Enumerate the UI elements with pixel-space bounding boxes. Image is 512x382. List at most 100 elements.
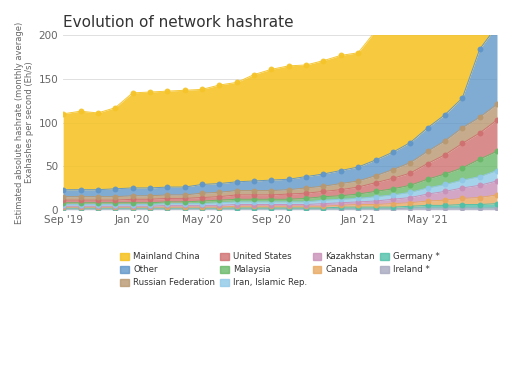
Point [111, 203, 119, 209]
Point [302, 190, 310, 196]
Point [458, 141, 466, 147]
Point [267, 203, 275, 209]
Point [423, 176, 432, 182]
Point [94, 205, 102, 211]
Point [493, 148, 501, 154]
Point [59, 203, 67, 209]
Point [76, 194, 84, 200]
Point [493, 23, 501, 29]
Point [232, 206, 241, 212]
Point [441, 112, 449, 118]
Point [111, 205, 119, 211]
Text: Evolution of network hashrate: Evolution of network hashrate [63, 15, 294, 30]
Point [94, 187, 102, 193]
Point [163, 195, 172, 201]
Point [198, 201, 206, 207]
Point [163, 192, 172, 198]
Point [337, 181, 345, 187]
Point [354, 206, 362, 212]
Point [285, 205, 293, 211]
Point [354, 184, 362, 190]
Point [250, 196, 258, 202]
Point [215, 202, 223, 209]
Point [232, 192, 241, 198]
Point [285, 201, 293, 207]
Point [250, 178, 258, 184]
Point [215, 205, 223, 211]
Point [337, 187, 345, 193]
Point [371, 198, 379, 204]
Point [441, 152, 449, 158]
Point [285, 203, 293, 209]
Point [146, 206, 154, 212]
Point [458, 95, 466, 101]
Point [458, 205, 466, 211]
Point [59, 204, 67, 210]
Point [129, 203, 137, 209]
Point [76, 200, 84, 206]
Point [493, 117, 501, 123]
Point [406, 205, 414, 211]
Point [232, 201, 241, 207]
Point [232, 188, 241, 194]
Point [458, 201, 466, 207]
Point [493, 205, 501, 211]
Point [146, 200, 154, 206]
Point [129, 185, 137, 191]
Point [163, 184, 172, 190]
Point [319, 201, 328, 207]
Point [76, 204, 84, 210]
Point [476, 114, 484, 120]
Point [285, 199, 293, 205]
Point [181, 205, 189, 211]
Point [267, 205, 275, 211]
Point [181, 192, 189, 198]
Point [319, 205, 328, 211]
Point [389, 175, 397, 181]
Point [76, 203, 84, 209]
Point [146, 185, 154, 191]
Point [94, 200, 102, 206]
Point [302, 206, 310, 212]
Point [302, 203, 310, 209]
Point [146, 203, 154, 209]
Point [285, 196, 293, 202]
Point [406, 170, 414, 176]
Point [476, 201, 484, 207]
Point [111, 186, 119, 192]
Point [215, 82, 223, 88]
Point [406, 160, 414, 166]
Point [111, 194, 119, 200]
Point [267, 196, 275, 202]
Point [371, 188, 379, 194]
Point [250, 201, 258, 207]
Point [129, 193, 137, 199]
Point [146, 89, 154, 95]
Point [354, 199, 362, 205]
Point [285, 187, 293, 193]
Point [458, 177, 466, 183]
Point [181, 201, 189, 207]
Point [163, 199, 172, 205]
Point [337, 202, 345, 209]
Point [285, 63, 293, 69]
Point [406, 139, 414, 146]
Point [181, 206, 189, 212]
Point [146, 196, 154, 202]
Point [181, 199, 189, 205]
Point [476, 130, 484, 136]
Point [129, 205, 137, 211]
Point [371, 180, 379, 186]
Point [76, 197, 84, 203]
Point [441, 205, 449, 211]
Point [423, 148, 432, 154]
Point [250, 206, 258, 212]
Point [215, 200, 223, 206]
Point [406, 182, 414, 188]
Point [285, 191, 293, 197]
Point [319, 203, 328, 209]
Point [354, 164, 362, 170]
Point [76, 205, 84, 211]
Point [198, 190, 206, 196]
Point [441, 188, 449, 194]
